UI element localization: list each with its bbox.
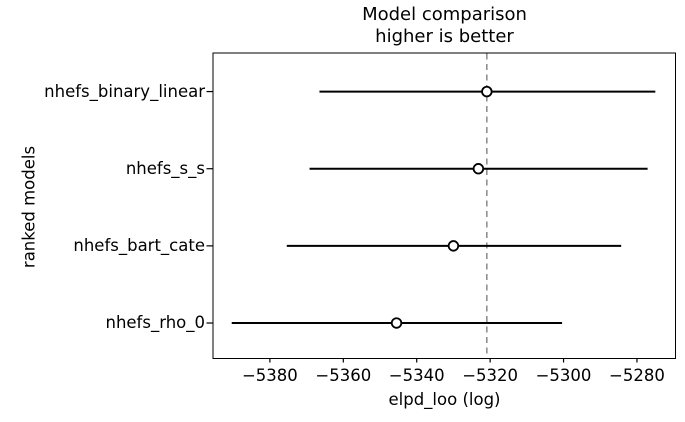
x-tick-label: −5380 xyxy=(241,366,298,385)
y-tick-label: nhefs_rho_0 xyxy=(105,313,205,332)
axes-frame xyxy=(212,52,676,359)
x-tick-label: −5340 xyxy=(388,366,445,385)
data-point-marker xyxy=(447,240,460,252)
x-tick-label: −5360 xyxy=(315,366,372,385)
chart-title: Model comparison xyxy=(362,4,527,25)
x-tick-label: −5300 xyxy=(535,366,592,385)
data-point-marker xyxy=(390,317,403,329)
chart-subtitle: higher is better xyxy=(375,26,514,47)
x-tick-label: −5320 xyxy=(462,366,519,385)
y-tick-label: nhefs_s_s xyxy=(125,158,205,178)
y-tick-label: nhefs_binary_linear xyxy=(44,81,205,101)
data-point-marker xyxy=(481,85,493,98)
chart-title-block: Model comparison higher is better xyxy=(213,4,676,48)
x-tick-label: −5280 xyxy=(609,366,665,385)
data-point-marker xyxy=(472,163,485,175)
y-tick-label: nhefs_bart_cate xyxy=(73,235,205,255)
x-axis-label: elpd_loo (log) xyxy=(388,390,501,409)
